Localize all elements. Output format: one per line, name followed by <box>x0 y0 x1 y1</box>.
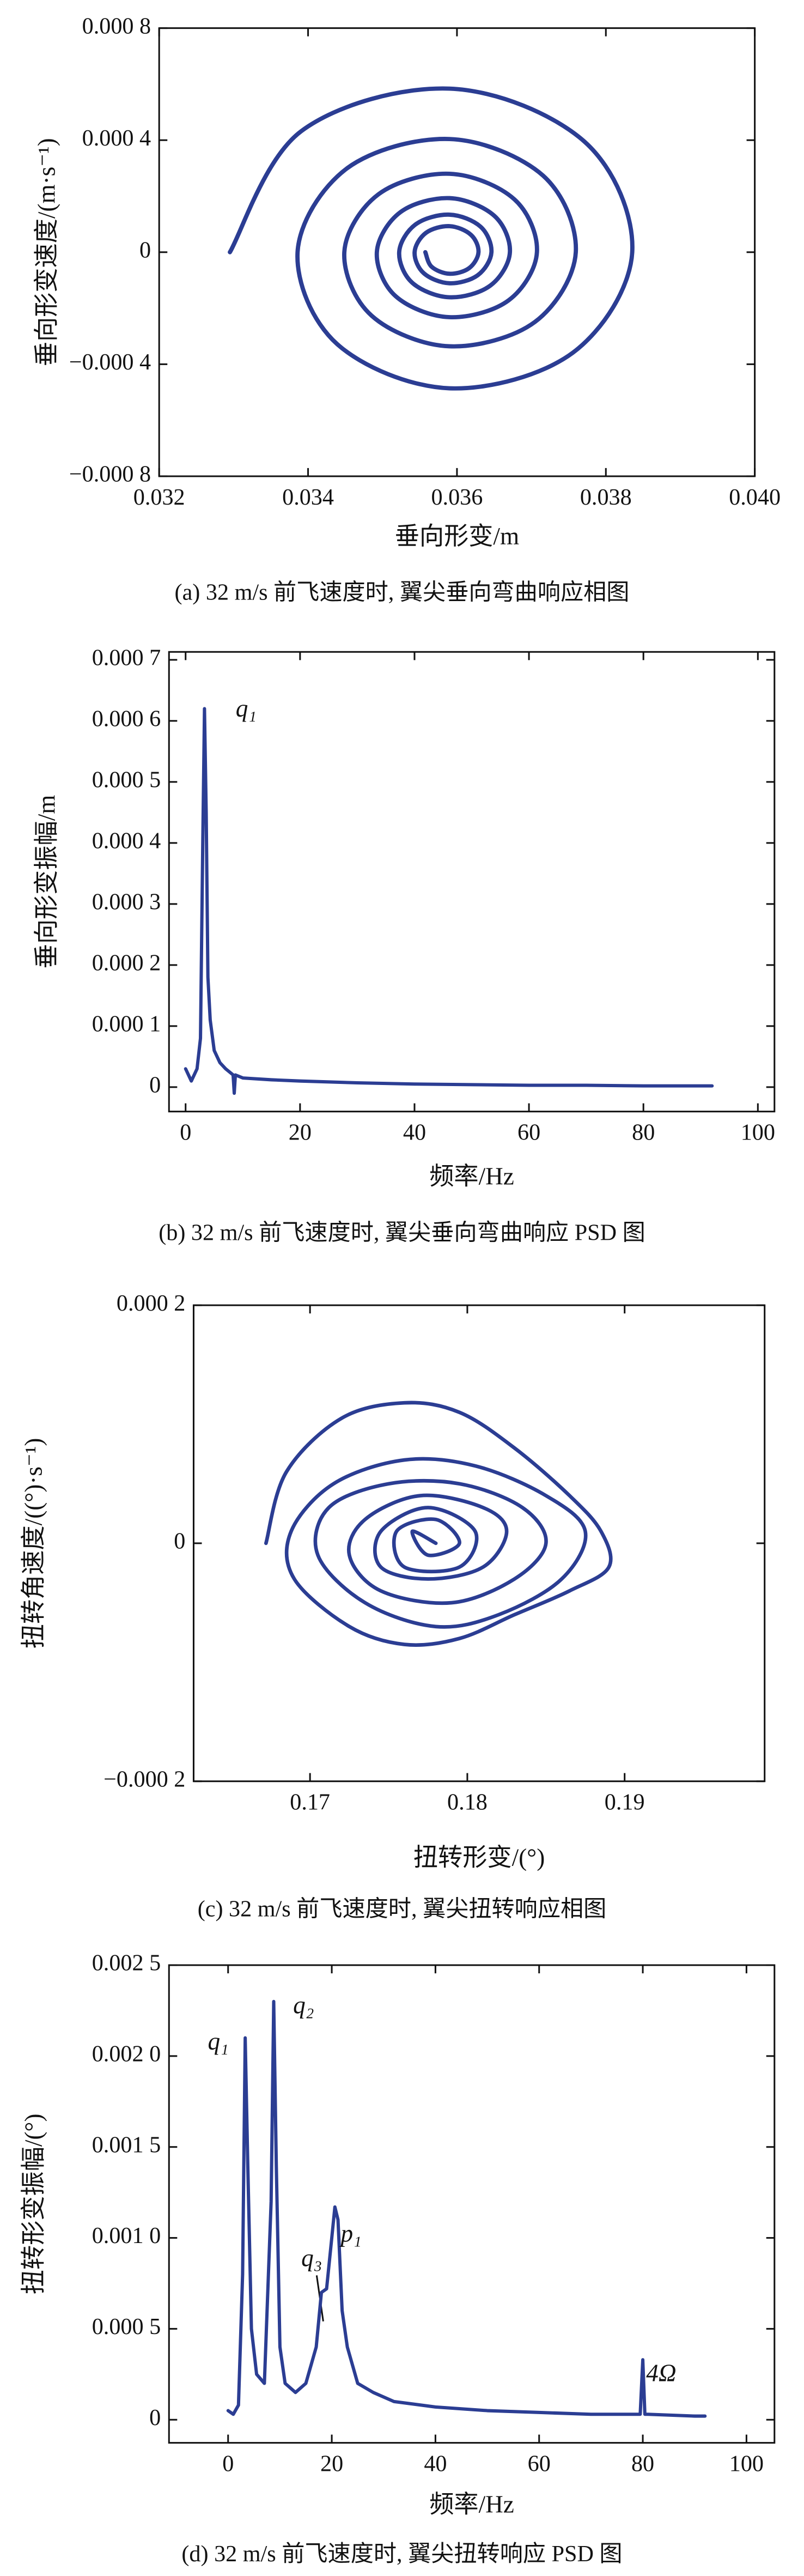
y-tick-label: 0.001 5 <box>92 2132 161 2157</box>
y-axis-label: 扭转角速度/((°)·s⁻¹) <box>20 1438 47 1649</box>
caption: (b) 32 m/s 前飞速度时, 翼尖垂向弯曲响应 PSD 图 <box>159 1220 645 1245</box>
x-tick-label: 20 <box>289 1120 312 1145</box>
y-tick-label: 0.000 2 <box>117 1290 185 1316</box>
annotation: p₁ <box>339 2220 361 2247</box>
x-axis-label: 扭转形变/(°) <box>413 1844 545 1871</box>
x-axis-label: 垂向形变/m <box>395 523 519 550</box>
x-tick-label: 0.18 <box>447 1790 488 1815</box>
x-tick-label: 0.17 <box>290 1790 330 1815</box>
plot-frame <box>168 651 776 1113</box>
x-tick-label: 80 <box>631 2451 654 2476</box>
caption: (d) 32 m/s 前飞速度时, 翼尖扭转响应 PSD 图 <box>181 2541 622 2567</box>
x-tick-label: 20 <box>320 2451 343 2476</box>
y-tick-label: −0.000 2 <box>103 1766 185 1792</box>
annotation: q₁ <box>208 2028 228 2055</box>
x-tick-label: 0 <box>180 1120 191 1145</box>
x-tick-label: 60 <box>517 1120 540 1145</box>
y-tick-label: 0 <box>174 1529 185 1554</box>
y-tick-label: 0.000 3 <box>92 889 161 915</box>
y-axis-label: 垂向形变振幅/m <box>33 795 60 969</box>
y-tick-label: 0.000 5 <box>92 767 161 793</box>
x-tick-label: 0.19 <box>605 1790 645 1815</box>
y-tick-label: 0 <box>149 1072 161 1098</box>
y-tick-label: 0.002 0 <box>92 2041 161 2067</box>
x-tick-label: 100 <box>729 2451 764 2476</box>
plot-frame <box>192 1304 766 1783</box>
annotation: q₂ <box>293 1992 314 2019</box>
plot-frame <box>168 1964 776 2444</box>
annotation: q₃ <box>301 2245 322 2272</box>
y-tick-label: 0.002 5 <box>92 1950 161 1976</box>
y-axis-label: 垂向形变速度/(m·s⁻¹) <box>33 138 60 366</box>
y-tick-label: 0.000 1 <box>92 1011 161 1037</box>
y-tick-label: 0.000 4 <box>92 828 161 854</box>
annotation: 4Ω <box>646 2359 676 2386</box>
x-tick-label: 0.038 <box>580 484 632 510</box>
y-tick-label: −0.000 8 <box>69 462 151 487</box>
y-tick-label: 0.000 2 <box>92 950 161 976</box>
y-axis-label: 扭转形变振幅/(°) <box>20 2113 47 2294</box>
x-tick-label: 0.034 <box>282 484 334 510</box>
x-axis-label: 频率/Hz <box>429 1163 514 1190</box>
data-line <box>184 707 714 1095</box>
annotation: q₁ <box>236 695 257 722</box>
x-tick-label: 60 <box>528 2451 551 2476</box>
y-tick-label: 0.000 5 <box>92 2314 161 2339</box>
y-tick-label: 0 <box>149 2405 161 2430</box>
x-tick-label: 0 <box>222 2451 234 2476</box>
y-tick-label: −0.000 4 <box>69 349 151 375</box>
x-tick-label: 100 <box>741 1120 775 1145</box>
data-line <box>228 86 635 391</box>
data-line <box>264 1401 613 1647</box>
y-tick-label: 0.000 6 <box>92 706 161 731</box>
x-tick-label: 0.040 <box>729 484 781 510</box>
x-tick-label: 0.036 <box>431 484 483 510</box>
x-axis-label: 频率/Hz <box>429 2490 514 2518</box>
plot-frame <box>158 27 756 477</box>
y-tick-label: 0.000 8 <box>82 13 151 39</box>
caption: (a) 32 m/s 前飞速度时, 翼尖垂向弯曲响应相图 <box>175 579 630 605</box>
y-tick-label: 0 <box>139 237 151 263</box>
x-tick-label: 80 <box>632 1120 655 1145</box>
y-tick-label: 0.000 4 <box>82 125 151 151</box>
data-line <box>226 1999 707 2418</box>
x-tick-label: 40 <box>403 1120 426 1145</box>
y-tick-label: 0.001 0 <box>92 2223 161 2248</box>
y-tick-label: 0.000 7 <box>92 645 161 670</box>
caption: (c) 32 m/s 前飞速度时, 翼尖扭转响应相图 <box>198 1896 607 1922</box>
x-tick-label: 0.032 <box>133 484 185 510</box>
x-tick-label: 40 <box>424 2451 447 2476</box>
